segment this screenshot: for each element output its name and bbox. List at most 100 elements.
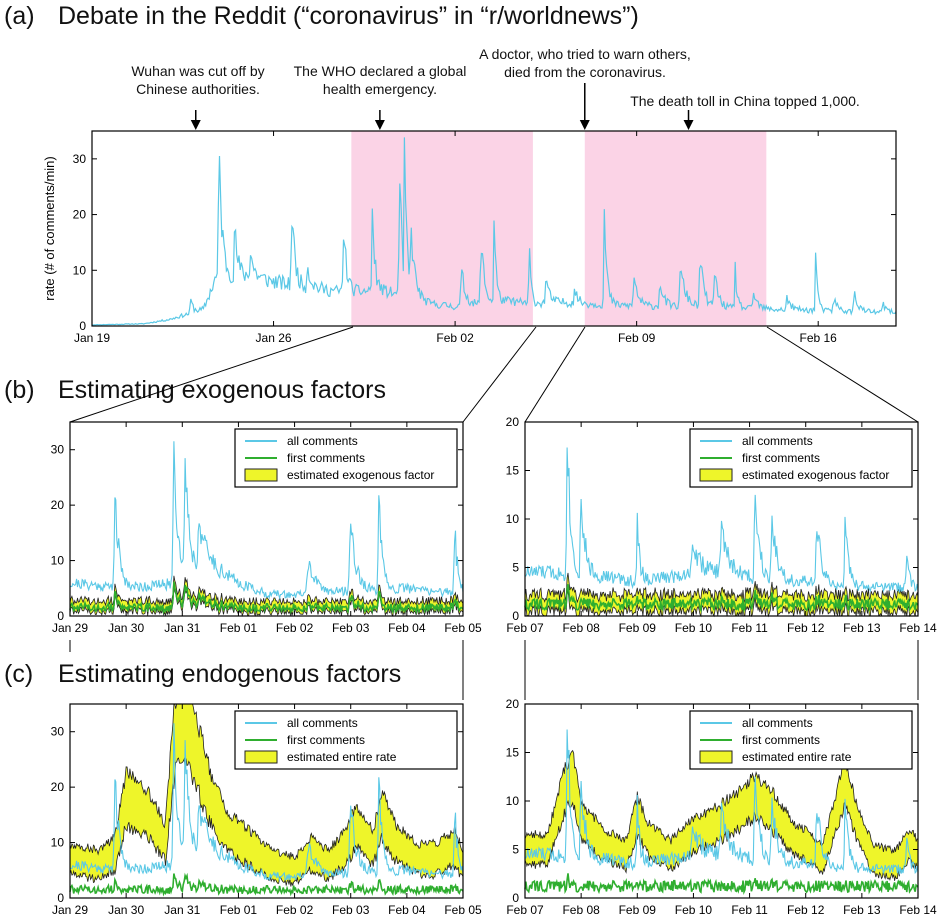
band-upper-b-right — [524, 572, 919, 604]
series-first-comments-c-right — [524, 873, 919, 896]
c-left-ytick-label: 30 — [51, 725, 65, 739]
series-all-comments-a — [92, 137, 897, 326]
a-ytick-label: 10 — [73, 263, 87, 277]
zoom-line-3 — [524, 326, 586, 423]
panel-a-label: (a) — [4, 2, 35, 30]
b-right-legend-label-2: estimated exogenous factor — [742, 468, 889, 482]
b-left-xtick-label: Feb 05 — [444, 621, 482, 635]
c-right-xtick-label: Feb 12 — [787, 903, 825, 917]
b-right-ytick-label: 10 — [506, 512, 520, 526]
b-left-xtick-label: Feb 03 — [332, 621, 370, 635]
zoom-line-1 — [69, 326, 354, 423]
b-left-ytick-label: 30 — [51, 443, 65, 457]
b-left-xtick-label: Feb 01 — [220, 621, 258, 635]
panel-c-label: (c) — [4, 660, 34, 688]
b-right-xtick-label: Feb 09 — [619, 621, 657, 635]
c-right-ytick-label: 10 — [506, 794, 520, 808]
c-right-xtick-label: Feb 08 — [562, 903, 600, 917]
c-right-frame — [524, 703, 919, 899]
b-right-frame — [524, 421, 919, 617]
b-left-legend-swatch-2 — [244, 468, 278, 482]
c-left-legend-label-1: first comments — [287, 733, 365, 747]
c-right-legend-label-1: first comments — [742, 733, 820, 747]
a-xtick-label: Feb 09 — [618, 331, 656, 345]
c-left-legend-label-2: estimated entire rate — [287, 750, 397, 764]
event-arrowhead-2 — [579, 120, 590, 130]
b-right-xtick-label: Feb 13 — [843, 621, 881, 635]
event-arrowhead-1 — [374, 120, 385, 130]
series-first-comments-b-right — [524, 584, 919, 614]
a-xtick-label: Feb 02 — [436, 331, 474, 345]
c-left-xtick-label: Feb 05 — [444, 903, 482, 917]
b-left-xtick-label: Jan 30 — [108, 621, 144, 635]
annotation-death-toll: The death toll in China topped 1,000. — [630, 93, 860, 109]
chart-b-left: 0 10 20 30 Jan 29 Jan 30 Jan 31 Feb 01 Feb 02 Feb… — [51, 421, 482, 635]
c-left-ytick-label: 10 — [51, 836, 65, 850]
band-upper-c-left — [69, 703, 464, 861]
c-left-ytick-label: 20 — [51, 780, 65, 794]
annotation-who: The WHO declared a global health emergen… — [293, 63, 467, 97]
b-right-legend-swatch-2 — [699, 468, 733, 482]
c-right-legend-label-0: all comments — [742, 716, 813, 730]
zoom-line-2 — [462, 326, 537, 423]
c-left-xtick-label: Jan 31 — [164, 903, 200, 917]
c-left-ytick-label: 0 — [57, 891, 64, 905]
a-ytick-label: 0 — [79, 319, 86, 333]
c-right-xtick-label: Feb 10 — [675, 903, 713, 917]
chart-a: 0 10 20 30 Jan 19 Jan 26 Feb 02 Feb 09 Feb 16 rat… — [42, 83, 897, 345]
b-right-xtick-label: Feb 07 — [506, 621, 544, 635]
a-xtick-label: Jan 26 — [256, 331, 292, 345]
chart-b-right: 0 5 10 15 20 Feb 07 Feb 08 Feb 09 Feb 10 Feb 11 Fe… — [506, 415, 937, 635]
b-right-xtick-label: Feb 10 — [675, 621, 713, 635]
b-right-xtick-label: Feb 14 — [899, 621, 937, 635]
c-right-ytick-label: 15 — [506, 746, 520, 760]
panel-c-title: Estimating endogenous factors — [58, 660, 402, 688]
panel-b-title: Estimating exogenous factors — [58, 376, 386, 404]
b-right-legend-label-0: all comments — [742, 434, 813, 448]
annotation-doctor: A doctor, who tried to warn others, died… — [479, 46, 691, 80]
series-first-comments-b-left — [69, 581, 464, 615]
a-ytick-label: 20 — [73, 208, 87, 222]
c-left-xtick-label: Feb 04 — [388, 903, 426, 917]
c-right-ytick-label: 5 — [512, 843, 519, 857]
series-all-comments-c-left — [69, 723, 464, 883]
c-right-legend-label-2: estimated entire rate — [742, 750, 852, 764]
b-left-xtick-label: Feb 02 — [276, 621, 314, 635]
b-right-ytick-label: 15 — [506, 464, 520, 478]
b-left-xtick-label: Jan 31 — [164, 621, 200, 635]
a-xtick-label: Feb 16 — [800, 331, 838, 345]
annotation-wuhan: Wuhan was cut off by Chinese authorities… — [131, 63, 265, 97]
a-frame — [91, 130, 897, 327]
c-left-xtick-label: Feb 02 — [276, 903, 314, 917]
zoom-line-4 — [766, 326, 919, 423]
c-right-xtick-label: Feb 09 — [619, 903, 657, 917]
c-right-xtick-label: Feb 07 — [506, 903, 544, 917]
b-right-xtick-label: Feb 08 — [562, 621, 600, 635]
b-right-ytick-label: 20 — [506, 415, 520, 429]
series-all-comments-b-left — [69, 441, 464, 601]
b-right-xtick-label: Feb 11 — [731, 621, 768, 635]
c-right-legend-swatch-2 — [699, 750, 733, 764]
band-lower-c-right — [524, 799, 919, 881]
series-first-comments-c-left — [69, 872, 464, 897]
panel-a-title: Debate in the Reddit (“coronavirus” in “… — [58, 2, 639, 30]
b-left-legend-label-2: estimated exogenous factor — [287, 468, 434, 482]
a-ylabel: rate (# of comments/min) — [42, 156, 57, 301]
series-all-comments-b-right — [524, 447, 919, 593]
b-right-xtick-label: Feb 12 — [787, 621, 825, 635]
event-arrowhead-0 — [190, 120, 201, 130]
b-left-legend-label-1: first comments — [287, 451, 365, 465]
b-left-ytick-label: 20 — [51, 498, 65, 512]
c-right-xtick-label: Feb 13 — [843, 903, 881, 917]
c-left-xtick-label: Feb 03 — [332, 903, 370, 917]
c-right-xtick-label: Feb 11 — [731, 903, 768, 917]
c-right-xtick-label: Feb 14 — [899, 903, 937, 917]
b-left-ytick-label: 10 — [51, 554, 65, 568]
b-left-xtick-label: Jan 29 — [52, 621, 88, 635]
b-left-frame — [69, 421, 464, 617]
b-left-ytick-label: 0 — [57, 609, 64, 623]
panel-b-label: (b) — [4, 376, 35, 404]
c-left-xtick-label: Feb 01 — [220, 903, 258, 917]
c-left-legend-swatch-2 — [244, 750, 278, 764]
